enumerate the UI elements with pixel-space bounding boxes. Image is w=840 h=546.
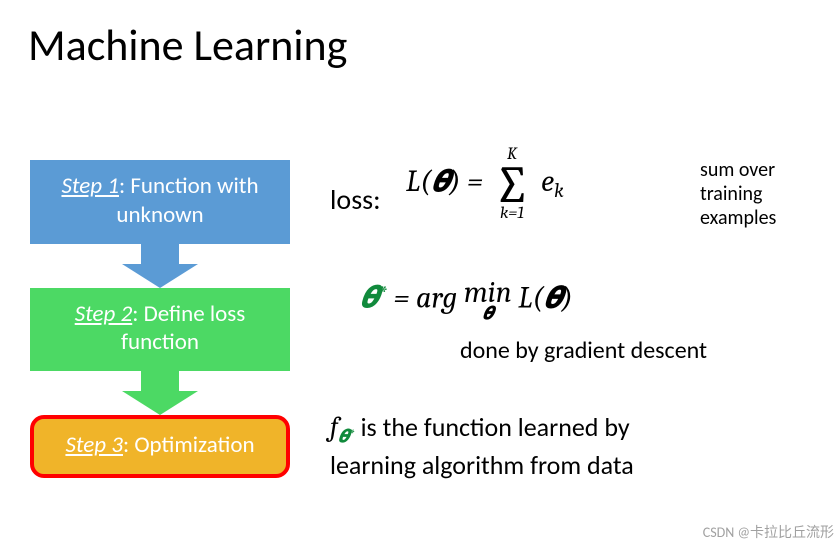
loss-term: ek xyxy=(541,164,564,199)
watermark: CSDN @卡拉比丘流形 xyxy=(703,522,834,542)
page-title: Machine Learning xyxy=(28,18,347,72)
step-2-text: : Define loss function xyxy=(121,300,245,357)
step-3-text: : Optimization xyxy=(123,431,255,459)
step-2-box: Step 2: Define loss function xyxy=(30,288,290,372)
step-3-box: Step 3: Optimization xyxy=(30,415,290,478)
min-text: min xyxy=(464,280,512,306)
step-1-label: Step 1 xyxy=(61,172,119,200)
steps-column: Step 1: Function with unknown Step 2: De… xyxy=(30,160,290,478)
sum-block: K ∑ k=1 xyxy=(494,146,531,222)
loss-label: loss: xyxy=(330,182,381,217)
step-1-text: : Function with unknown xyxy=(116,172,258,229)
result-line2: learning algorithm from data xyxy=(330,449,634,481)
step-2-label: Step 2 xyxy=(75,300,133,328)
gradient-descent-note: done by gradient descent xyxy=(460,336,707,365)
min-block: min 𝜽 xyxy=(464,280,512,321)
step-1-box: Step 1: Function with unknown xyxy=(30,160,290,244)
result-line1: is the function learned by xyxy=(361,411,630,443)
arrow-2 xyxy=(30,371,290,415)
loss-side-note: sum over training examples xyxy=(700,158,820,230)
argmin-eq: = arg xyxy=(393,280,463,315)
arrow-1 xyxy=(30,244,290,288)
f-theta: f𝜽* xyxy=(330,411,361,443)
argmin-row: 𝜽* = arg min 𝜽 L(𝜽) xyxy=(360,280,573,321)
step-3-label: Step 3 xyxy=(65,431,123,459)
argmin-rhs: L(𝜽) xyxy=(518,280,572,315)
loss-formula: L(𝜽) = K ∑ k=1 ek xyxy=(406,146,564,222)
theta-star: 𝜽* xyxy=(360,280,387,315)
loss-lhs: L(𝜽) = xyxy=(406,164,483,199)
result-row: f𝜽* is the function learned by learning … xyxy=(330,410,810,481)
